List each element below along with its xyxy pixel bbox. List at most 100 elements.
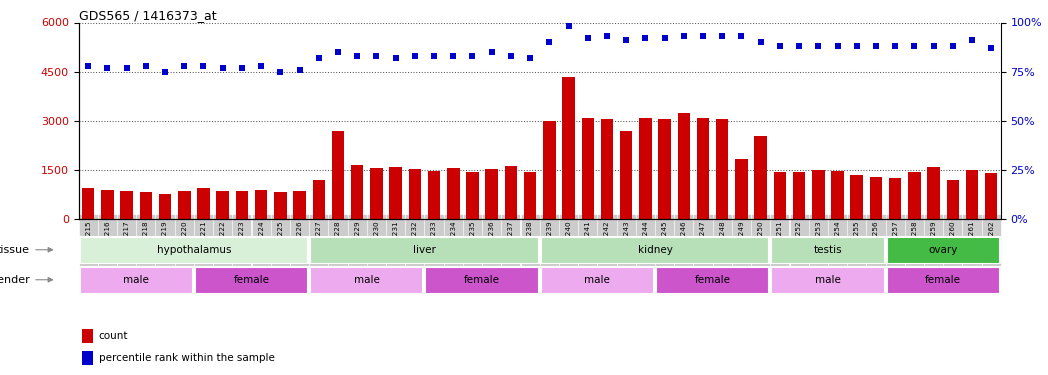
Point xyxy=(387,55,403,61)
Point xyxy=(253,63,269,69)
Bar xyxy=(927,167,940,219)
Point xyxy=(848,43,865,49)
Bar xyxy=(524,172,537,219)
Bar xyxy=(966,170,978,219)
Text: female: female xyxy=(925,275,961,285)
Bar xyxy=(771,267,885,294)
Bar xyxy=(543,121,555,219)
Point xyxy=(944,43,961,49)
Point xyxy=(771,43,788,49)
Bar xyxy=(485,169,498,219)
Point xyxy=(656,35,673,41)
Bar xyxy=(812,170,825,219)
Text: kidney: kidney xyxy=(637,245,673,255)
Bar xyxy=(870,177,882,219)
Text: count: count xyxy=(99,331,128,341)
Text: male: male xyxy=(585,275,610,285)
Bar xyxy=(697,118,709,219)
Point xyxy=(329,49,346,55)
Bar xyxy=(312,180,325,219)
Point xyxy=(349,53,366,59)
Bar xyxy=(121,191,133,219)
Bar xyxy=(831,171,844,219)
Point xyxy=(368,53,385,59)
Bar xyxy=(275,192,286,219)
Text: female: female xyxy=(695,275,730,285)
Point xyxy=(963,37,980,43)
Bar xyxy=(889,178,901,219)
Point xyxy=(483,49,500,55)
Bar xyxy=(887,237,1000,264)
Point xyxy=(887,43,903,49)
Bar xyxy=(541,267,654,294)
Point xyxy=(541,39,558,45)
Point xyxy=(176,63,193,69)
Point xyxy=(118,65,135,71)
Bar xyxy=(255,190,267,219)
Bar xyxy=(505,166,517,219)
Bar xyxy=(678,113,690,219)
Bar xyxy=(909,172,920,219)
Point xyxy=(580,35,596,41)
Point xyxy=(695,33,712,39)
Bar xyxy=(236,191,248,219)
Point xyxy=(195,63,212,69)
Point xyxy=(425,53,442,59)
Bar xyxy=(102,190,113,219)
Bar xyxy=(946,180,959,219)
Bar xyxy=(82,351,93,365)
Point xyxy=(983,45,1000,51)
Bar xyxy=(82,188,94,219)
Bar xyxy=(736,159,747,219)
Bar xyxy=(409,168,421,219)
Point xyxy=(637,35,654,41)
Bar xyxy=(887,267,1000,294)
Bar xyxy=(82,329,93,344)
Point xyxy=(214,65,231,71)
Bar xyxy=(351,165,364,219)
Point xyxy=(137,63,154,69)
Point xyxy=(829,43,846,49)
Bar xyxy=(656,267,769,294)
Bar xyxy=(541,237,769,264)
Bar xyxy=(370,168,383,219)
Point xyxy=(99,65,115,71)
Text: gender: gender xyxy=(0,275,29,285)
Point xyxy=(502,53,519,59)
Bar xyxy=(310,237,539,264)
Point xyxy=(905,43,922,49)
Bar xyxy=(563,76,574,219)
Bar xyxy=(466,172,479,219)
Bar xyxy=(139,192,152,219)
Point xyxy=(156,69,173,75)
Text: female: female xyxy=(234,275,269,285)
Bar xyxy=(159,194,171,219)
Bar xyxy=(658,119,671,219)
Point xyxy=(560,23,576,30)
Bar xyxy=(293,192,306,219)
Text: GDS565 / 1416373_at: GDS565 / 1416373_at xyxy=(79,9,216,22)
Point xyxy=(291,67,308,73)
Bar xyxy=(80,237,308,264)
Bar xyxy=(851,175,863,219)
Point xyxy=(868,43,885,49)
Bar xyxy=(985,173,998,219)
Point xyxy=(617,37,634,43)
Bar xyxy=(80,267,193,294)
Bar xyxy=(716,119,728,219)
Bar xyxy=(639,118,652,219)
Bar xyxy=(197,188,210,219)
Bar xyxy=(425,267,539,294)
Point xyxy=(598,33,615,39)
Bar xyxy=(178,191,191,219)
Text: testis: testis xyxy=(813,245,843,255)
Bar xyxy=(620,131,632,219)
Point xyxy=(714,33,730,39)
Point xyxy=(522,55,539,61)
Bar xyxy=(755,136,767,219)
Bar xyxy=(310,267,423,294)
Point xyxy=(234,65,250,71)
Text: male: male xyxy=(354,275,379,285)
Point xyxy=(464,53,481,59)
Point xyxy=(80,63,96,69)
